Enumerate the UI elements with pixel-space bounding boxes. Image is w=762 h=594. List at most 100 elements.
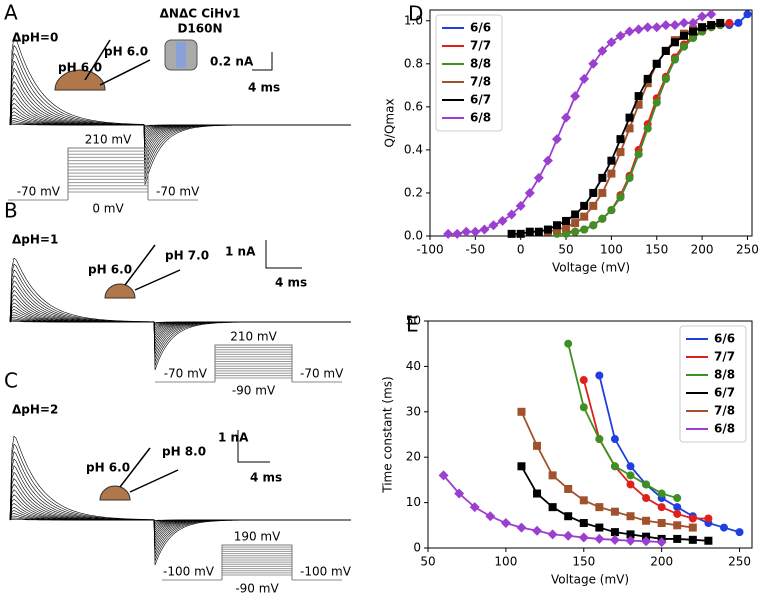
marker — [517, 407, 526, 416]
y-tick-label: 20 — [406, 450, 421, 464]
marker — [533, 441, 542, 450]
marker — [673, 521, 682, 530]
marker — [488, 220, 499, 231]
marker — [697, 11, 708, 22]
x-tick-label: 250 — [728, 555, 751, 569]
marker — [438, 470, 449, 481]
x-tick-label: 200 — [650, 555, 673, 569]
y-axis-label: Time constant (ms) — [381, 376, 395, 493]
marker — [500, 518, 511, 529]
marker — [610, 507, 619, 516]
marker — [688, 535, 697, 544]
marker — [624, 26, 635, 37]
x-tick-label: -100 — [416, 243, 443, 257]
protocol-label: 0 mV — [92, 202, 124, 216]
plot-frame — [427, 320, 753, 549]
protocol-label: 190 mV — [234, 530, 281, 544]
marker — [598, 188, 607, 197]
marker — [673, 503, 682, 512]
panel-label: A — [4, 1, 18, 25]
current-trace — [9, 483, 351, 542]
marker — [679, 31, 688, 40]
marker — [595, 435, 604, 444]
x-tick-label: 150 — [572, 555, 595, 569]
legend-label: 7/8 — [470, 75, 491, 89]
delta-ph: ΔpH=0 — [12, 31, 58, 45]
ph-label: pH 6.0 — [86, 461, 130, 475]
marker — [562, 229, 571, 238]
x-tick-label: 50 — [558, 243, 573, 257]
y-tick-label: 30 — [406, 404, 421, 418]
marker — [610, 462, 619, 471]
marker — [548, 503, 557, 512]
marker — [534, 227, 543, 236]
marker — [525, 227, 534, 236]
marker — [506, 209, 517, 220]
marker — [625, 535, 636, 546]
marker — [571, 227, 580, 236]
marker — [580, 225, 589, 234]
x-tick-label: 150 — [645, 243, 668, 257]
marker — [652, 98, 661, 107]
x-tick-label: -50 — [466, 243, 486, 257]
marker — [642, 22, 653, 33]
cell-icon — [99, 485, 131, 501]
construct: D160N — [177, 22, 222, 36]
x-axis-label: Voltage (mV) — [552, 261, 630, 275]
marker — [562, 223, 571, 232]
marker — [552, 221, 561, 230]
marker — [607, 156, 616, 165]
marker — [616, 193, 625, 202]
y-tick-label: 0 — [413, 541, 421, 555]
current-trace — [9, 458, 351, 554]
legend-box — [679, 325, 747, 443]
protocol-label: -90 mV — [235, 582, 279, 594]
marker — [625, 113, 634, 122]
scale-bar — [265, 240, 302, 269]
marker — [651, 22, 662, 33]
current-trace — [9, 477, 351, 545]
marker — [571, 210, 580, 219]
plot-frame — [429, 9, 753, 237]
y-tick-label: 10 — [406, 495, 421, 509]
panel-label: D — [408, 2, 423, 26]
scale-current: 1 nA — [218, 431, 249, 445]
scale-current: 1 nA — [225, 245, 256, 259]
panel-label: E — [406, 313, 419, 337]
marker — [670, 55, 679, 64]
y-axis-label: Q/Qmax — [383, 98, 397, 147]
marker — [469, 502, 480, 513]
marker — [656, 537, 667, 548]
ph-label: pH 6.0 — [58, 61, 102, 75]
pipette — [124, 244, 181, 291]
pipette — [84, 39, 151, 86]
current-trace — [9, 280, 351, 355]
legend-label: 7/7 — [714, 350, 735, 364]
protocol-label: -100 mV — [300, 565, 352, 579]
marker — [443, 228, 454, 239]
panel-label: C — [4, 369, 18, 393]
marker — [634, 92, 643, 101]
ph-label: pH 7.0 — [165, 249, 209, 263]
marker — [679, 42, 688, 51]
protocol-label: 210 mV — [230, 330, 277, 344]
series-line — [598, 375, 740, 533]
marker — [642, 480, 651, 489]
marker — [594, 533, 605, 544]
x-tick-label: 0 — [517, 243, 525, 257]
x-tick-label: 200 — [691, 243, 714, 257]
y-tick-label: 0.8 — [404, 56, 423, 70]
legend-label: 7/8 — [714, 404, 735, 418]
current-trace — [9, 443, 351, 562]
legend-label: 6/6 — [714, 332, 735, 346]
marker — [579, 376, 588, 385]
marker — [626, 530, 635, 539]
marker — [689, 33, 698, 42]
marker — [533, 489, 542, 498]
marker — [589, 188, 598, 197]
marker — [641, 536, 652, 547]
scale-current: 0.2 nA — [210, 55, 254, 69]
marker — [678, 17, 689, 28]
marker — [610, 435, 619, 444]
marker — [669, 20, 680, 31]
